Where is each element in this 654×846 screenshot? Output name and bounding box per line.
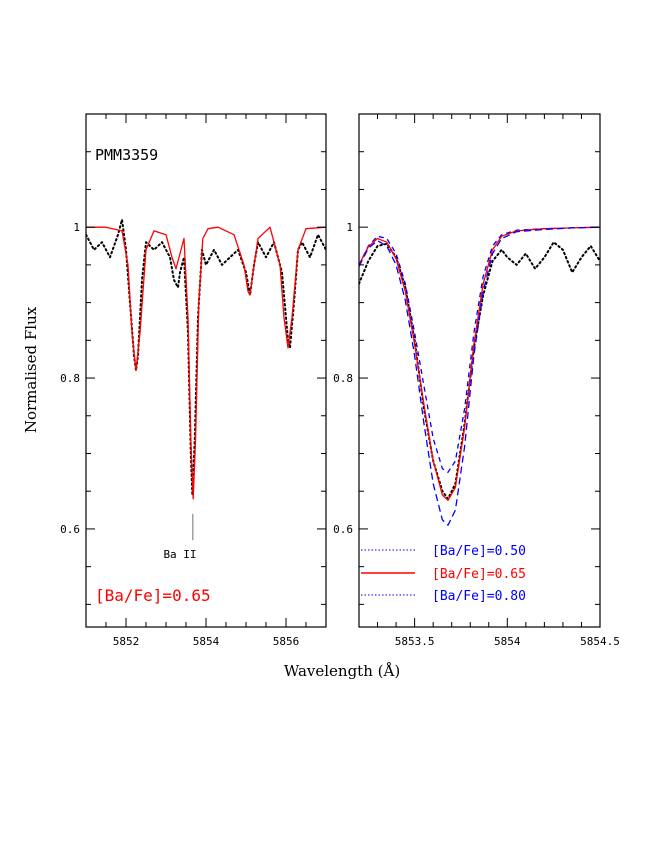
x-axis-title: Wavelength (Å) (284, 662, 400, 680)
right-xtick-label: 5854 (494, 635, 521, 648)
legend-label: [Ba/Fe]=0.65 (432, 567, 526, 582)
left-frame (85, 113, 327, 628)
right-xtick-label: 5853.5 (395, 635, 435, 648)
right-frame (358, 113, 601, 628)
left-xtick-label: 5852 (113, 635, 140, 648)
left-panel: 0.6 0.8 1 5852 5854 5856 (60, 113, 327, 648)
right-series-group (359, 226, 600, 526)
left-series--ba-fe-0.65 (86, 226, 326, 500)
left-ytick-label: 0.8 (60, 372, 80, 385)
left-xtick-label: 5854 (193, 635, 220, 648)
left-xtick-label: 5856 (273, 635, 300, 648)
right-panel: 0.6 0.8 1 5853.5 5854 5854.5 (333, 113, 620, 648)
right-series--ba-fe-0.65 (359, 226, 600, 501)
left-series-observed (86, 218, 326, 496)
left-series-group (86, 218, 326, 500)
left-ytick-label: 1 (73, 221, 80, 234)
right-ytick-label: 0.8 (333, 372, 353, 385)
right-series-observed (359, 241, 600, 500)
right-ytick-label: 0.6 (333, 523, 353, 536)
legend-label: [Ba/Fe]=0.80 (432, 589, 526, 604)
left-ytick-label: 0.6 (60, 523, 80, 536)
star-label: PMM3359 (95, 146, 158, 164)
y-axis-title: Normalised Flux (22, 306, 40, 433)
line-id-label: Ba II (163, 548, 196, 561)
right-series--ba-fe-0.80 (359, 226, 600, 526)
legend: [Ba/Fe]=0.50 [Ba/Fe]=0.65 [Ba/Fe]=0.80 (361, 544, 526, 604)
abundance-label: [Ba/Fe]=0.65 (95, 586, 211, 605)
right-xtick-label: 5854.5 (580, 635, 620, 648)
right-ytick-label: 1 (346, 221, 353, 234)
legend-label: [Ba/Fe]=0.50 (432, 544, 526, 559)
right-series--ba-fe-0.50 (359, 226, 600, 473)
